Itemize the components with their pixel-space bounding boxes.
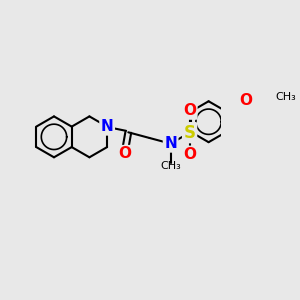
- Text: S: S: [184, 124, 196, 142]
- Text: CH₃: CH₃: [276, 92, 296, 102]
- Text: O: O: [183, 147, 196, 162]
- Text: N: N: [164, 136, 177, 151]
- Text: O: O: [183, 103, 196, 118]
- Text: O: O: [118, 146, 131, 161]
- Text: CH₃: CH₃: [160, 160, 181, 171]
- Text: N: N: [101, 119, 113, 134]
- Text: O: O: [239, 93, 252, 108]
